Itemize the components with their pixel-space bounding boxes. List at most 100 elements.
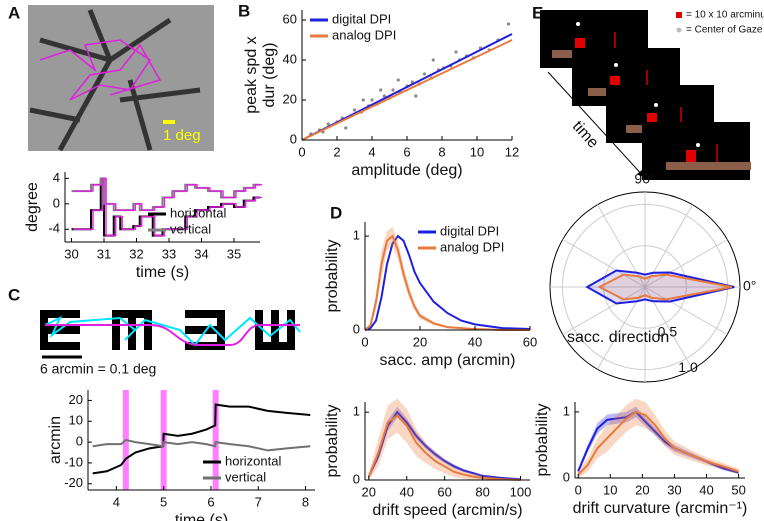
letter-bar (40, 310, 80, 318)
scanpath (39, 39, 162, 101)
scale-label: 6 arcmin = 0.1 deg (40, 361, 156, 377)
series-line (577, 410, 739, 476)
point (391, 88, 395, 92)
scale-bar (163, 120, 175, 124)
arrow-head (637, 170, 645, 178)
x-tick-label: 20 (362, 484, 376, 499)
x-tick-label: 2 (333, 144, 340, 159)
point (454, 50, 458, 54)
y-tick-label: 0 (53, 195, 60, 210)
spoke (644, 239, 728, 288)
x-tick-label: 50 (731, 482, 745, 497)
optotype (255, 310, 295, 350)
y-tick-label: 40 (283, 51, 297, 66)
y-tick-label: 1 (563, 403, 570, 418)
spoke (644, 286, 728, 335)
r-tick-label: 0.5 (658, 323, 678, 339)
x-tick-label: 0 (361, 334, 368, 349)
legend-label: vertical (225, 469, 266, 484)
legend-label: analog DPI (440, 239, 504, 254)
x-tick-label: 40 (468, 334, 482, 349)
point (344, 126, 348, 130)
polar-label: sacc. direction (567, 329, 669, 346)
legend-label: horizontal (170, 205, 226, 220)
x-tick-label: 80 (475, 484, 489, 499)
legend-label: horizontal (225, 453, 281, 468)
x-axis-label: time (s) (136, 264, 189, 281)
spoke (562, 286, 646, 335)
point (326, 122, 330, 126)
x-tick-label: 0 (298, 144, 305, 159)
platform (666, 162, 751, 170)
y-axis-label: probability (324, 405, 341, 478)
x-tick-label: 31 (97, 246, 111, 261)
x-axis-label: drift speed (arcmin/s) (372, 502, 522, 519)
y-axis-label: probability (534, 404, 551, 477)
x-axis-label: time (s) (175, 512, 228, 521)
y-tick-label: 0 (353, 471, 360, 486)
series-line (301, 39, 513, 141)
time-arrow (547, 71, 646, 179)
branch (57, 58, 113, 152)
panel-letter: B (238, 1, 250, 20)
series-line (92, 403, 311, 475)
y-axis-label: peak spd x (243, 36, 260, 113)
x-tick-label: 10 (470, 144, 484, 159)
y-tick-label: -4 (48, 221, 60, 236)
point (361, 98, 365, 102)
x-tick-label: 30 (64, 246, 78, 261)
series-line (71, 178, 260, 237)
target (575, 38, 585, 50)
x-tick-label: 8 (302, 494, 309, 509)
drift-path (44, 315, 301, 347)
target (647, 113, 657, 125)
r-tick-label: 1.0 (678, 359, 698, 375)
error-band (368, 398, 521, 481)
x-tick-label: 60 (437, 484, 451, 499)
x-tick-label: 10 (603, 482, 617, 497)
y-tick-label: 0 (353, 321, 360, 336)
legend-label: analog DPI (332, 27, 396, 42)
x-axis-label: amplitude (deg) (351, 162, 462, 179)
letter-bar (255, 342, 295, 350)
branch (127, 79, 153, 151)
letter-bar (271, 310, 279, 350)
branch (39, 37, 111, 63)
gaze-line (45, 324, 300, 346)
letter-bar (185, 310, 225, 318)
y-tick-label: 60 (283, 11, 297, 26)
y-tick-label: 20 (69, 392, 83, 407)
x-tick-label: 33 (162, 246, 176, 261)
time-label: time (569, 118, 602, 152)
gaze (576, 22, 580, 26)
x-tick-label: 6 (207, 494, 214, 509)
spoke (562, 239, 646, 288)
y-tick-label: 0 (290, 131, 297, 146)
point (352, 108, 357, 112)
y-tick-label: -10 (64, 454, 83, 469)
x-tick-label: 35 (227, 246, 241, 261)
overlay-line (73, 177, 262, 211)
y-tick-label: 0 (76, 434, 83, 449)
error-band (578, 398, 739, 478)
x-tick-label: 20 (635, 482, 649, 497)
x-tick-label: 100 (510, 484, 532, 499)
y-axis-label: dur (deg) (261, 43, 278, 108)
legend-square (676, 12, 682, 18)
x-tick-label: 4 (368, 144, 375, 159)
target (610, 76, 620, 88)
x-axis-label: sacc. amp (arcmin) (379, 352, 515, 369)
optotype (112, 310, 152, 350)
series-line (92, 438, 311, 452)
x-tick-label: 7 (255, 494, 262, 509)
polar-line (585, 269, 735, 305)
series-line (367, 414, 521, 481)
point (370, 98, 374, 102)
x-tick-label: 60 (523, 334, 537, 349)
y-tick-label: 1 (353, 404, 360, 419)
scale-label: 1 deg (163, 127, 201, 144)
point (506, 22, 511, 26)
panel-letter: E (532, 3, 543, 22)
y-axis-label: degree (24, 182, 41, 232)
legend-label: = Center of Gaze (686, 25, 763, 36)
